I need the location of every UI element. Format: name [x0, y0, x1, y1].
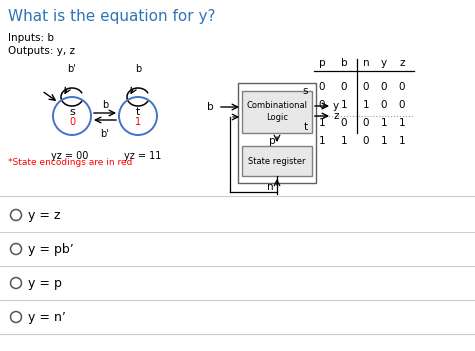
FancyBboxPatch shape — [242, 91, 312, 133]
Text: b': b' — [101, 129, 109, 139]
Text: 0: 0 — [399, 82, 405, 92]
Text: 1: 1 — [380, 118, 387, 128]
Text: b': b' — [67, 64, 76, 74]
Text: y = pb’: y = pb’ — [28, 243, 74, 256]
Text: 0: 0 — [319, 100, 325, 110]
Text: 1: 1 — [399, 118, 405, 128]
Text: y = p: y = p — [28, 277, 62, 290]
Text: y: y — [333, 101, 339, 111]
Text: 0: 0 — [341, 118, 347, 128]
Text: 1: 1 — [399, 136, 405, 146]
Text: 1: 1 — [363, 100, 370, 110]
Text: n: n — [267, 182, 274, 192]
Text: p: p — [319, 58, 325, 68]
Text: t: t — [304, 122, 308, 132]
Text: b: b — [102, 100, 108, 110]
Text: y: y — [381, 58, 387, 68]
Text: 1: 1 — [319, 118, 325, 128]
Text: 1: 1 — [319, 136, 325, 146]
Text: 0: 0 — [381, 82, 387, 92]
Text: 1: 1 — [341, 136, 347, 146]
Text: State register: State register — [248, 157, 306, 166]
Text: yz = 11: yz = 11 — [124, 151, 162, 161]
Text: 0: 0 — [69, 117, 75, 127]
Text: 1: 1 — [135, 117, 141, 127]
Text: z: z — [399, 58, 405, 68]
Text: 0: 0 — [319, 82, 325, 92]
Text: t: t — [136, 107, 140, 117]
Text: n: n — [363, 58, 370, 68]
Text: What is the equation for y?: What is the equation for y? — [8, 9, 216, 24]
Text: 0: 0 — [381, 100, 387, 110]
Text: b: b — [208, 102, 214, 112]
Text: z: z — [333, 111, 339, 121]
Text: s: s — [69, 107, 75, 117]
Text: 0: 0 — [341, 82, 347, 92]
Text: yz = 00: yz = 00 — [51, 151, 89, 161]
Text: y = n’: y = n’ — [28, 311, 66, 324]
Text: b: b — [341, 58, 347, 68]
Text: Outputs: y, z: Outputs: y, z — [8, 46, 75, 56]
Text: s: s — [303, 86, 308, 96]
Text: 0: 0 — [363, 82, 369, 92]
Text: 0: 0 — [399, 100, 405, 110]
Text: b: b — [135, 64, 141, 74]
Text: 1: 1 — [380, 136, 387, 146]
Text: y = z: y = z — [28, 208, 60, 221]
Text: 0: 0 — [363, 136, 369, 146]
FancyBboxPatch shape — [242, 146, 312, 176]
Text: 0: 0 — [363, 118, 369, 128]
Text: 1: 1 — [341, 100, 347, 110]
Text: Logic: Logic — [266, 113, 288, 122]
Text: Combinational: Combinational — [247, 101, 307, 111]
Text: p: p — [269, 136, 276, 146]
Text: Inputs: b: Inputs: b — [8, 33, 54, 43]
Text: *State encodings are in red: *State encodings are in red — [8, 158, 133, 167]
